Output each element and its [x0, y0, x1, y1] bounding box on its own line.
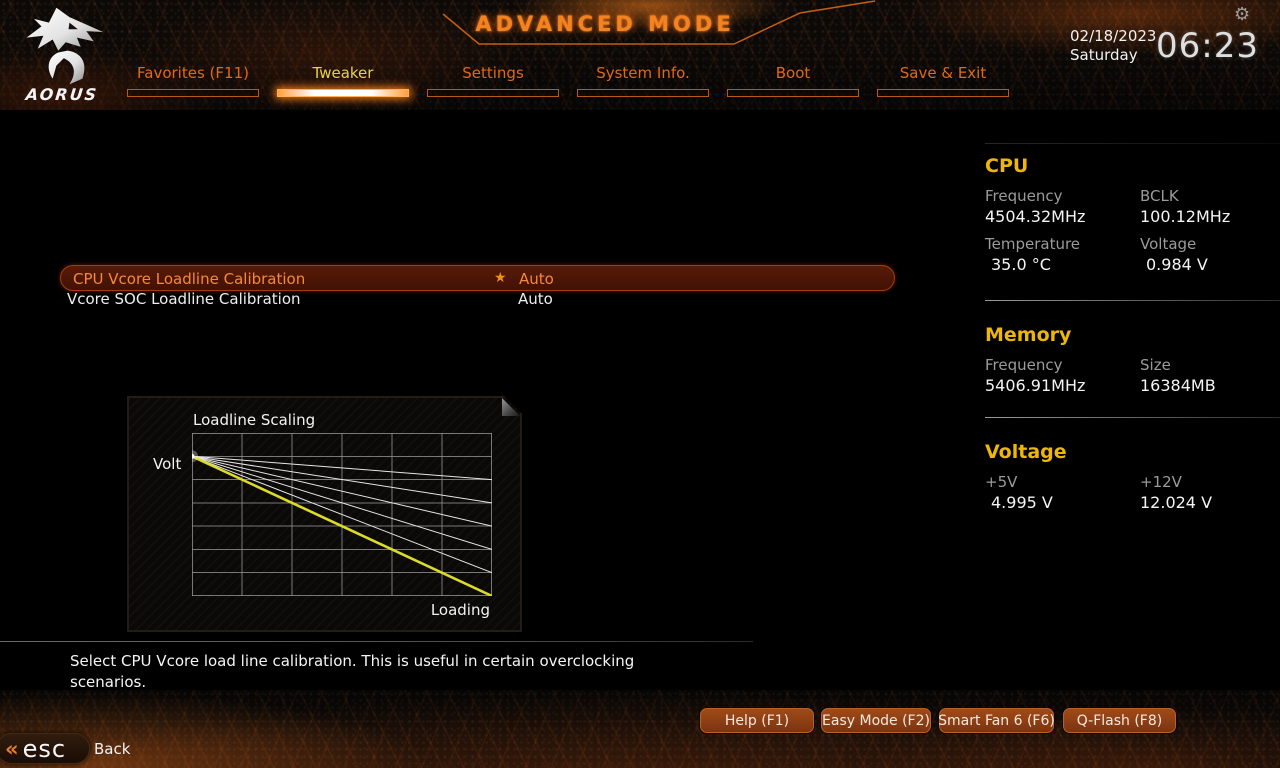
stat-value: 35.0 °C [991, 255, 1051, 274]
esc-back-button[interactable]: « esc [0, 733, 90, 764]
tab-tweaker[interactable]: Tweaker [268, 62, 418, 97]
tab-favorites[interactable]: Favorites (F11) [118, 62, 268, 97]
header-band [0, 0, 1280, 110]
stat-label: +5V [985, 473, 1018, 491]
stat-label: +12V [1140, 473, 1182, 491]
tab-save-exit-underline [877, 89, 1009, 97]
stat-value: 4.995 V [991, 493, 1053, 512]
gear-icon[interactable]: ⚙ [1234, 4, 1251, 25]
tab-system-info[interactable]: System Info. [568, 62, 718, 97]
main-nav-tabs: Favorites (F11) Tweaker Settings System … [118, 62, 1018, 97]
help-divider-line [0, 641, 753, 642]
tab-tweaker-label: Tweaker [312, 64, 374, 82]
esc-key-label: esc [22, 734, 67, 763]
sidebar-section-title: Voltage [985, 441, 1067, 463]
stat-label: BCLK [1140, 187, 1179, 205]
tab-system-info-underline [577, 89, 709, 97]
chart-title: Loadline Scaling [193, 411, 316, 429]
help-button[interactable]: Help (F1) [700, 708, 814, 733]
tab-save-exit-label: Save & Exit [899, 64, 987, 82]
setting-label: Vcore SOC Loadline Calibration [67, 290, 301, 308]
loadline-chart [192, 433, 492, 596]
stat-label: Size [1140, 356, 1171, 374]
weekday-label: Saturday [1070, 46, 1138, 64]
tab-boot-underline [727, 89, 859, 97]
back-label: Back [94, 740, 131, 758]
tab-save-exit[interactable]: Save & Exit [868, 62, 1018, 97]
chart-y-axis-label: Volt [153, 455, 182, 473]
tab-settings-label: Settings [462, 64, 524, 82]
advanced-mode-title: ADVANCED MODE [475, 12, 735, 36]
tab-settings[interactable]: Settings [418, 62, 568, 97]
chart-x-axis-label: Loading [430, 601, 490, 619]
q-flash-button[interactable]: Q-Flash (F8) [1063, 708, 1176, 733]
easy-mode-button[interactable]: Easy Mode (F2) [821, 708, 931, 733]
setting-label: CPU Vcore Loadline Calibration [73, 270, 306, 288]
stat-label: Frequency [985, 187, 1063, 205]
help-text: Select CPU Vcore load line calibration. … [70, 652, 635, 691]
tab-boot[interactable]: Boot [718, 62, 868, 97]
aorus-logo-text: AORUS [24, 85, 100, 104]
sidebar-section-memory: Memory Frequency Size 5406.91MHz 16384MB [985, 323, 1280, 395]
smart-fan-button[interactable]: Smart Fan 6 (F6) [938, 708, 1055, 733]
favorite-star-icon: ★ [494, 270, 507, 286]
tab-system-info-label: System Info. [596, 64, 690, 82]
setting-value: Auto [518, 290, 553, 308]
stat-label: Temperature [985, 235, 1081, 253]
tab-settings-underline [427, 89, 559, 97]
back-chevron-icon: « [5, 736, 19, 761]
setting-value: Auto [519, 270, 554, 288]
stat-value: 0.984 V [1146, 255, 1208, 274]
stat-label: Frequency [985, 356, 1063, 374]
sidebar-divider [985, 417, 1280, 418]
sidebar-section-voltage: Voltage +5V +12V 4.995 V 12.024 V [985, 440, 1280, 512]
loadline-scaling-panel: Loadline Scaling Volt Loading [127, 396, 522, 632]
footer-band: Help (F1) Easy Mode (F2) Smart Fan 6 (F6… [0, 690, 1280, 768]
stat-value: 5406.91MHz [985, 376, 1086, 395]
sidebar-section-title: Memory [985, 324, 1072, 346]
stat-value: 100.12MHz [1140, 207, 1231, 226]
tab-boot-label: Boot [775, 64, 811, 82]
tab-tweaker-underline [277, 89, 409, 97]
stat-value: 12.024 V [1140, 493, 1213, 512]
sidebar-divider [985, 143, 1280, 144]
sidebar-divider [985, 300, 1280, 301]
sidebar-section-title: CPU [985, 155, 1029, 177]
main-content: CPU Vcore Loadline Calibration ★ Auto Vc… [0, 110, 1280, 691]
stat-value: 16384MB [1140, 376, 1216, 395]
stat-label: Voltage [1140, 235, 1197, 253]
date-label: 02/18/2023 [1070, 27, 1157, 45]
tab-favorites-underline [127, 89, 259, 97]
panel-fold-corner-icon [502, 398, 520, 416]
sidebar-section-cpu: CPU Frequency BCLK 4504.32MHz 100.12MHz … [985, 154, 1280, 274]
title-bracket-line [442, 0, 876, 45]
time-label: 06:23 [1156, 26, 1259, 66]
header-glow-texture [0, 0, 1280, 110]
stat-value: 4504.32MHz [985, 207, 1086, 226]
aorus-falcon-logo [26, 7, 104, 85]
setting-row-cpu-vcore-llc[interactable]: CPU Vcore Loadline Calibration ★ Auto [60, 265, 895, 291]
clock-date-block: 02/18/2023 Saturday [1070, 27, 1156, 65]
tab-favorites-label: Favorites (F11) [137, 64, 249, 82]
setting-row-vcore-soc-llc[interactable]: Vcore SOC Loadline Calibration Auto [0, 286, 900, 310]
